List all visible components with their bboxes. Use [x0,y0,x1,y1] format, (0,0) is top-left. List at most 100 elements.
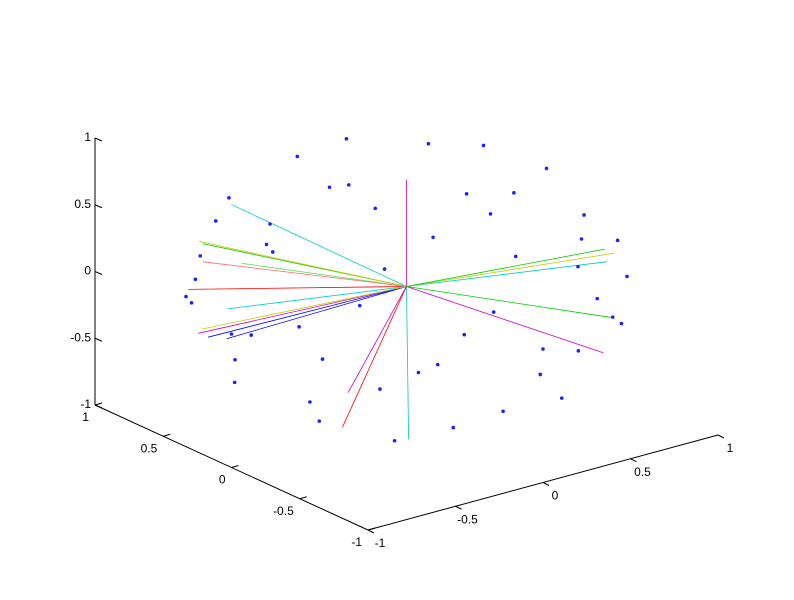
tick-mark [455,505,462,510]
point [232,380,237,385]
tick-mark [367,529,375,534]
z-tick-label: 0.5 [74,197,91,211]
point [481,143,486,148]
ray [227,286,407,310]
point [320,357,325,361]
z-tick-label: 1 [84,130,91,144]
point [268,222,272,226]
point [512,191,516,195]
point [464,192,469,196]
ray [230,204,407,287]
point [184,294,188,299]
point [189,301,194,305]
x-tick-label: -0.5 [457,512,478,526]
point [270,250,275,254]
point [625,274,629,279]
tick-mark [299,496,307,500]
point [378,387,382,391]
ray [406,286,604,354]
point [431,235,435,240]
point [541,347,545,351]
point [373,206,378,211]
point [213,219,218,223]
tick-mark [163,433,171,437]
x-tick-label: 1 [727,441,734,455]
ray [406,261,608,287]
x-tick-label: -1 [375,536,386,550]
point [297,324,301,329]
ray [202,286,407,330]
point [317,419,322,423]
point [451,425,456,430]
point [576,349,581,353]
tick-mark [94,204,103,209]
x-tick-label: 0.5 [634,465,651,479]
point [346,183,351,187]
tick-mark [94,137,103,142]
ray [188,286,407,290]
tick-mark [94,404,103,409]
point [435,362,440,367]
x-tick-label: 0 [552,489,559,503]
point [488,212,493,216]
point [327,185,332,190]
point [595,296,600,301]
point [426,141,431,146]
tick-mark [717,434,725,439]
y-tick-label: 0 [219,473,226,487]
point [582,213,586,217]
point [416,370,421,375]
tick-mark [630,458,637,463]
tick-mark [94,402,103,406]
point [357,303,362,308]
ray [406,252,615,287]
point [462,332,467,337]
point [491,310,496,314]
ray [406,286,611,318]
y-tick-label: 0.5 [141,441,158,455]
point [344,137,349,141]
z-tick-label: -0.5 [70,330,91,344]
tick-mark [94,271,103,275]
tick-mark [367,527,376,531]
point [382,267,387,271]
point [610,315,615,319]
ray [203,261,407,287]
point [544,166,549,171]
y-tick-label: -0.5 [273,504,294,518]
y-tick-label: 1 [82,410,89,424]
point [513,254,518,259]
point [538,372,543,377]
tick-mark [94,337,103,342]
point [576,264,580,269]
ray [207,286,407,338]
z-tick-label: -1 [80,397,91,411]
ray [241,262,407,287]
point [392,438,397,443]
ray [226,286,407,340]
z-tick-label: 0 [84,264,91,278]
point [229,332,234,336]
tick-mark [542,482,550,486]
point [193,277,198,282]
ray [199,241,407,287]
point [295,154,300,159]
y-tick-label: -1 [351,535,362,549]
ray [406,248,606,287]
point [559,396,564,400]
point [264,242,269,247]
point [198,254,203,258]
point [615,238,620,243]
ray [198,286,407,334]
ray [347,286,407,393]
point [579,237,584,241]
ray [342,286,407,428]
point [227,196,231,200]
point [308,400,312,404]
point [501,409,505,414]
point [249,333,254,337]
tick-mark [231,465,239,468]
point [619,321,624,326]
ray [406,286,409,440]
